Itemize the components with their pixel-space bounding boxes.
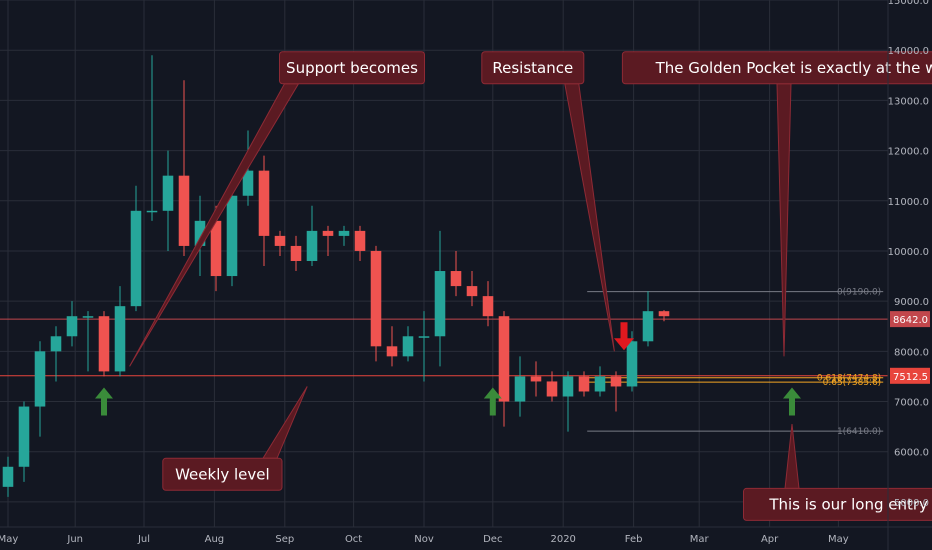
price-badge (890, 367, 930, 384)
candle-body (50, 336, 62, 352)
callout-box[interactable] (162, 457, 283, 491)
candle-body (162, 175, 174, 211)
candle-body (482, 296, 494, 317)
callout-text: This is our long entry at $7513 (768, 495, 932, 513)
y-tick-label: 6000.0 (894, 448, 929, 459)
candle-body (274, 235, 286, 246)
candle-body (210, 220, 222, 277)
arrow-down-icon[interactable] (614, 322, 634, 351)
candle-body (242, 170, 254, 196)
candles (2, 55, 670, 497)
candle-body (530, 376, 542, 382)
candle-body (258, 170, 270, 236)
y-tick-label: 11000.0 (888, 197, 929, 208)
candle-body (498, 316, 510, 402)
x-tick-label: Sep (275, 534, 294, 545)
x-tick-label: May (828, 534, 849, 545)
candle-body (82, 316, 94, 318)
callout-text: Weekly level (175, 465, 270, 483)
arrow-up-icon[interactable] (95, 387, 113, 416)
y-tick-label: 5000.0 (894, 498, 929, 509)
candle-body (562, 376, 574, 397)
callout-box[interactable] (481, 51, 585, 85)
y-tick-label: 13000.0 (888, 96, 929, 107)
callout-text: The Golden Pocket is exactly at the week… (655, 59, 932, 77)
price-badge (890, 311, 930, 328)
candle-body (354, 230, 366, 251)
y-tick-label: 7000.0 (894, 398, 929, 409)
x-tick-label: Mar (690, 534, 710, 545)
candle-body (18, 406, 30, 467)
candle-body (642, 311, 654, 342)
candle-body (658, 311, 670, 317)
x-tick-label: May (0, 534, 18, 545)
price-badge-label: 8642.0 (893, 315, 928, 326)
callout-box[interactable] (279, 51, 425, 85)
candle-body (226, 195, 238, 277)
arrows[interactable] (95, 322, 801, 416)
candle-body (546, 381, 558, 397)
candle-body (610, 376, 622, 387)
callout-text: Support becomes (286, 59, 418, 77)
grid (0, 0, 888, 527)
x-tick-label: Dec (483, 534, 502, 545)
y-tick-label: 9000.0 (894, 297, 929, 308)
candle-body (370, 250, 382, 347)
candle-body (322, 230, 334, 236)
x-tick-label: Feb (625, 534, 643, 545)
y-tick-label: 15000.0 (888, 0, 929, 7)
candle-body (130, 210, 142, 307)
x-tick-label: Jun (66, 534, 83, 545)
y-tick-label: 12000.0 (888, 147, 929, 158)
candle-body (194, 220, 206, 246)
candle-body (98, 316, 110, 372)
candle-body (402, 336, 414, 357)
candle-body (386, 346, 398, 357)
callouts[interactable]: Support becomes Resistance The Golden Pock… (129, 51, 932, 521)
x-tick-label: 2020 (550, 534, 575, 545)
arrow-up-icon[interactable] (483, 387, 502, 416)
candle-body (434, 271, 446, 337)
candle-body (578, 376, 590, 392)
candle-body (66, 316, 78, 337)
candle-body (418, 336, 430, 338)
y-tick-label: 8000.0 (894, 347, 929, 358)
x-tick-label: Nov (414, 534, 434, 545)
candle-body (514, 376, 526, 402)
candle-body (450, 271, 462, 287)
callout-box[interactable] (621, 51, 932, 85)
arrow-up-icon[interactable] (783, 387, 801, 416)
fib-level-label: 0.65(7385.6) (823, 378, 882, 388)
callout-box[interactable] (743, 487, 932, 521)
y-tick-label: 10000.0 (888, 247, 929, 258)
x-tick-label: Jul (137, 534, 150, 545)
price-badges: 8642.0 7512.5 (890, 311, 930, 384)
fib-level-label: 0.618(7474.8) (817, 374, 881, 384)
x-tick-label: Aug (205, 534, 225, 545)
candle-body (114, 306, 126, 372)
y-tick-label: 14000.0 (888, 46, 929, 57)
candle-body (594, 376, 606, 392)
callout-text: Resistance (492, 59, 573, 77)
price-badge-label: 7512.5 (893, 372, 928, 383)
fib-level-label: 0(9190.0) (837, 288, 881, 298)
fib-level-label: 1(6410.0) (837, 427, 881, 437)
x-tick-label: Oct (345, 534, 362, 545)
candle-body (338, 230, 350, 236)
candle-body (306, 230, 318, 261)
candle-body (290, 245, 302, 261)
candle-body (34, 351, 46, 407)
candle-body (626, 341, 638, 387)
candle-body (146, 210, 158, 213)
candle-body (466, 286, 478, 297)
candle-body (2, 466, 14, 487)
x-tick-label: Apr (761, 534, 779, 545)
candle-body (178, 175, 190, 246)
